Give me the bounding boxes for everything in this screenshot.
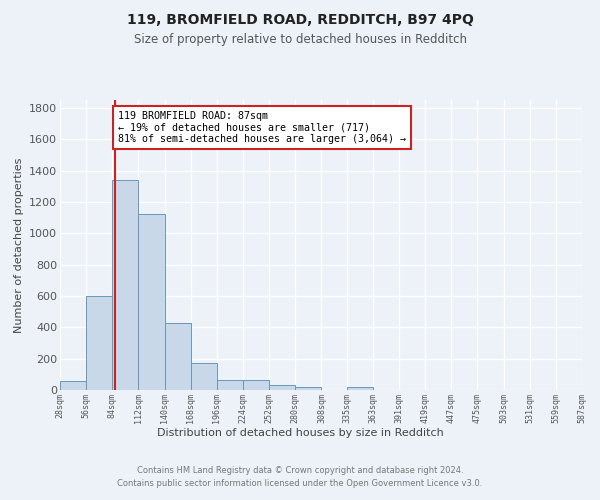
Bar (243, 380, 269, 390)
Bar (60, 380, 86, 390)
Text: Contains HM Land Registry data © Crown copyright and database right 2024.
Contai: Contains HM Land Registry data © Crown c… (118, 466, 482, 487)
Bar (164, 322, 191, 390)
Text: Size of property relative to detached houses in Redditch: Size of property relative to detached ho… (133, 32, 467, 46)
Bar (269, 384, 295, 390)
Bar (139, 214, 164, 390)
Y-axis label: Number of detached properties: Number of detached properties (14, 158, 23, 332)
Bar (86, 296, 112, 390)
Bar (295, 387, 322, 390)
Bar (191, 364, 217, 390)
Text: Distribution of detached houses by size in Redditch: Distribution of detached houses by size … (157, 428, 443, 438)
Bar (112, 180, 139, 390)
Bar (217, 380, 243, 390)
Text: 119, BROMFIELD ROAD, REDDITCH, B97 4PQ: 119, BROMFIELD ROAD, REDDITCH, B97 4PQ (127, 12, 473, 26)
Text: 119 BROMFIELD ROAD: 87sqm
← 19% of detached houses are smaller (717)
81% of semi: 119 BROMFIELD ROAD: 87sqm ← 19% of detac… (118, 111, 406, 144)
Bar (347, 387, 373, 390)
